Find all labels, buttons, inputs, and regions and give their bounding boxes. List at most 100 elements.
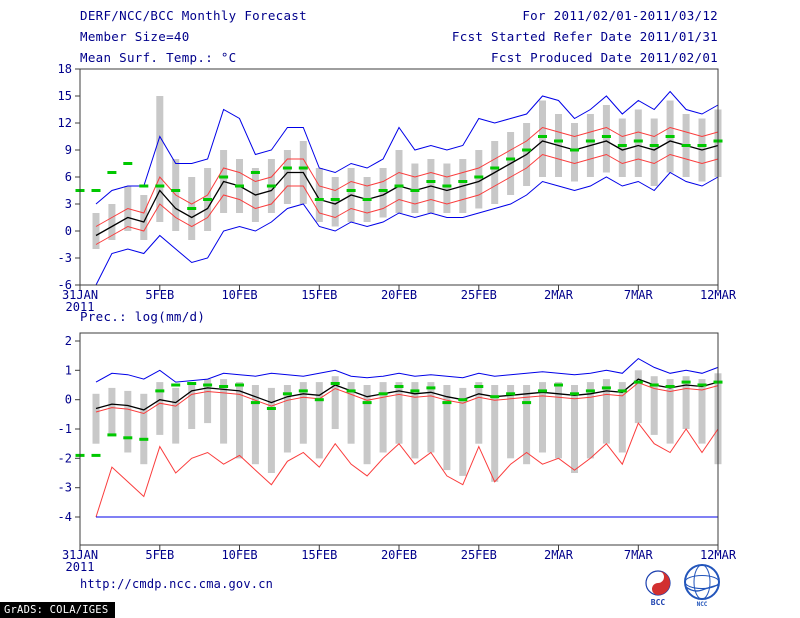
ensemble-spread-bar [602,379,610,444]
obs-dash [458,180,468,183]
obs-dash [410,189,420,192]
ensemble-spread-bar [204,379,212,424]
series-ensemble-max [95,90,719,205]
ensemble-spread-bar [108,204,116,240]
obs-dash [697,144,707,147]
ensemble-spread-bar [92,393,100,444]
ncc-logo-label: NCC [697,601,708,608]
obs-dash [617,144,627,147]
x-tick-label: 7MAR [624,548,654,562]
obs-dash [235,184,244,188]
obs-dash [458,398,468,402]
x-tick-label: 25FEB [461,288,497,302]
obs-dash [585,139,595,143]
series-ensemble-mean [95,378,719,411]
ensemble-spread-bar [539,382,546,453]
ensemble-spread-bar [555,382,562,459]
obs-dash [266,407,276,410]
series-ensemble-min [95,171,719,286]
ensemble-spread-bar [108,387,116,435]
series-lower-quartile [95,153,719,245]
y-tick-label: 6 [65,170,72,184]
obs-dash [570,392,579,396]
obs-dash [266,184,276,188]
obs-dash [346,389,356,393]
obs-dash [649,383,659,387]
series-ensemble-mean [95,140,719,237]
obs-dash [139,184,149,188]
ensemble-spread-bar [427,382,435,453]
obs-dash [601,386,611,390]
member-size-label: Member Size=40 [80,29,190,44]
ncc-logo-meridian [693,564,711,600]
ensemble-spread-bar [140,393,148,465]
obs-dash [490,395,500,399]
obs-dash [298,166,308,170]
ensemble-spread-bar [523,385,531,465]
obs-dash [474,175,484,179]
ensemble-spread-bar [92,213,100,249]
ensemble-spread-bar [571,123,578,182]
obs-dash [282,166,292,170]
ensemble-spread-bar [124,390,132,453]
obs-dash [203,198,213,201]
y-tick-label: 15 [58,89,72,103]
obs-dash [681,144,691,147]
grads-credit-bar: GrADS: COLA/IGES [0,602,116,618]
obs-dash [442,401,452,405]
obs-dash [665,385,675,388]
obs-dash [665,135,675,138]
ensemble-spread-bar [251,385,259,465]
obs-dash [250,401,260,405]
ensemble-spread-bar [363,385,371,465]
obs-dash [155,389,165,393]
ensemble-spread-bar [315,382,323,459]
y-tick-label: -3 [58,251,72,265]
ensemble-spread-bar [172,387,180,444]
ensemble-spread-bar [331,177,339,227]
y-tick-label: -4 [58,510,72,524]
x-tick-label: 5FEB [145,548,174,562]
ensemble-spread-bar [602,105,610,173]
x-tick-label: 31JAN [62,288,98,302]
obs-dash [362,198,372,201]
bcc-logo-label: BCC [651,598,666,607]
ensemble-spread-bar [236,382,243,459]
obs-dash [123,436,133,440]
obs-dash [123,162,133,165]
ensemble-spread-bar [188,382,196,429]
obs-dash [330,382,340,385]
x-tick-label: 20FEB [381,288,417,302]
x-tick-label: 25FEB [461,548,497,562]
ensemble-spread-bar [411,382,419,459]
y-tick-label: -1 [58,422,72,436]
x-tick-label: 31JAN [62,548,98,562]
x-tick-label: 10FEB [221,548,257,562]
ensemble-spread-bar [634,370,642,424]
ensemble-spread-bar [395,382,403,444]
ensemble-spread-bar [443,385,451,471]
obs-dash [522,401,532,405]
ensemble-spread-bar [650,118,658,186]
obs-dash [506,392,516,396]
obs-dash [633,380,643,384]
y-tick-label: 3 [65,197,72,211]
obs-dash [426,386,436,390]
obs-dash [219,175,229,179]
ensemble-spread-bar [539,100,546,177]
obs-dash [91,189,101,192]
ensemble-spread-bar [666,379,674,444]
obs-dash [298,389,308,393]
ensemble-spread-bar [220,379,228,444]
source-url: http://cmdp.ncc.cma.gov.cn [80,577,274,591]
ensemble-spread-bar [698,379,706,444]
obs-dash [219,385,229,388]
ensemble-spread-bar [634,109,642,177]
y-tick-label: -6 [58,278,72,292]
ensemble-spread-bar [315,168,323,222]
obs-dash [585,389,595,393]
ncc-logo: NCC [684,564,720,608]
x-tick-label: 12MAR [700,288,737,302]
ensemble-spread-bar [283,150,291,204]
obs-dash [378,189,388,192]
